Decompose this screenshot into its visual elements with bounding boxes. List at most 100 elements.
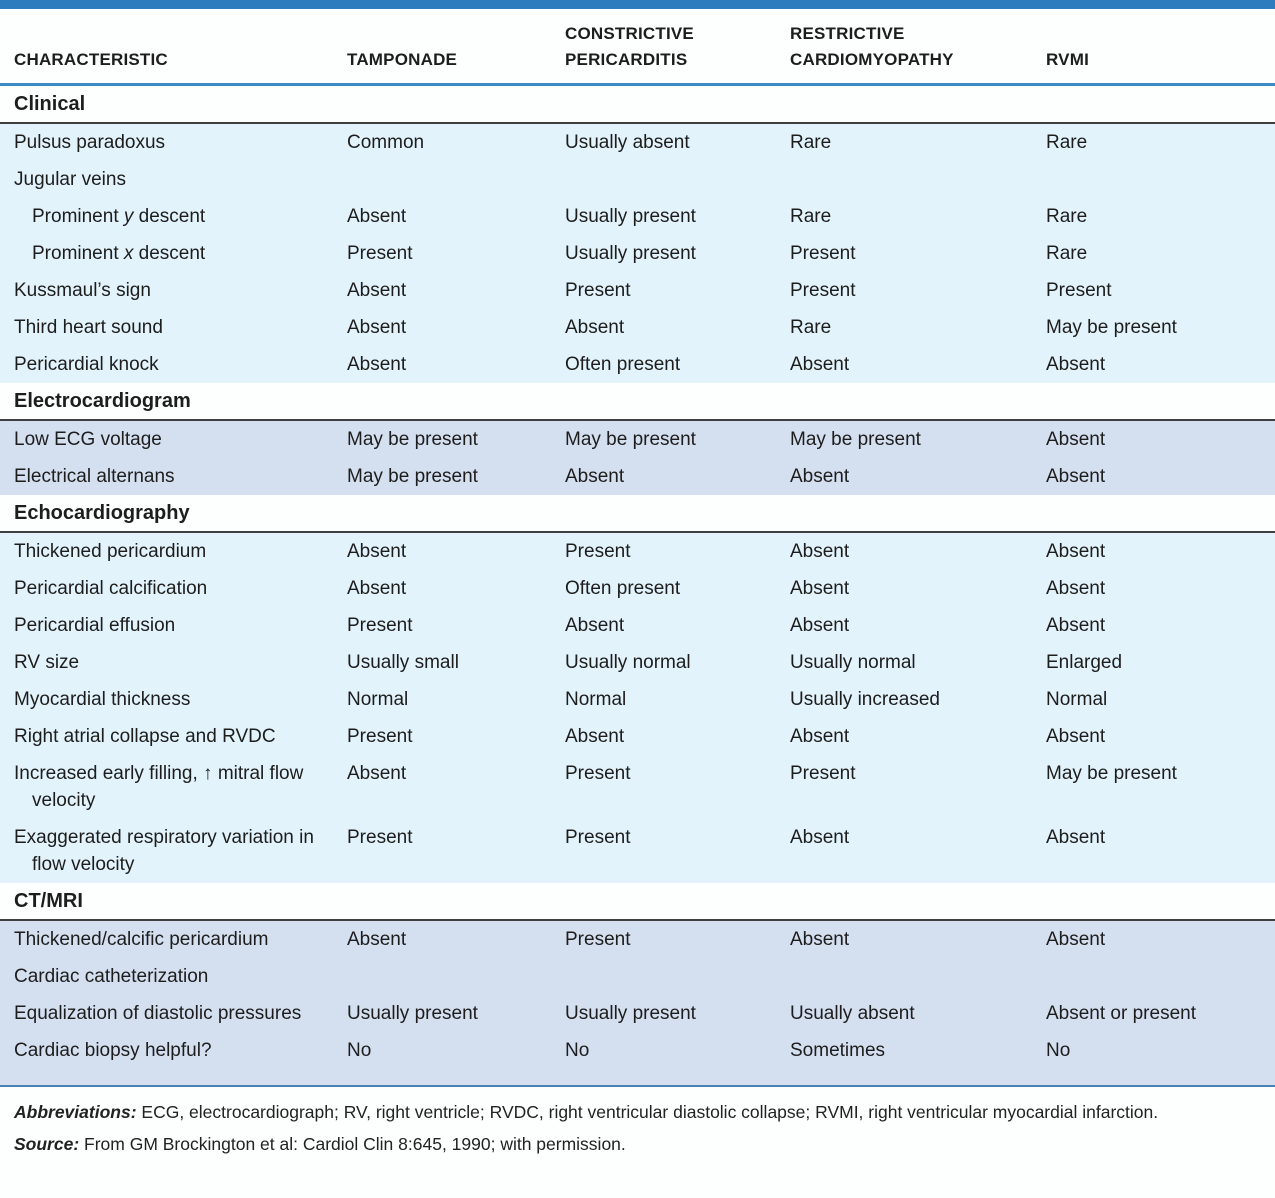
- section-rows: Low ECG voltage May be present May be pr…: [0, 421, 1275, 495]
- cell-constrictive-pericarditis: Often present: [565, 354, 681, 375]
- cell-restrictive-cardiomyopathy: Absent: [790, 354, 850, 375]
- table-row: Low ECG voltage May be present May be pr…: [0, 421, 1275, 458]
- row-label: Pericardial effusion: [14, 615, 176, 636]
- row-label: Third heart sound: [14, 317, 163, 338]
- cell-rvmi: Rare: [1046, 243, 1088, 264]
- cell-restrictive-cardiomyopathy: Absent: [790, 615, 850, 636]
- abbreviations-label: Abbreviations:: [14, 1102, 137, 1122]
- cell-constrictive-pericarditis: Present: [565, 541, 631, 562]
- table-row: Electrical alternans May be present Abse…: [0, 458, 1275, 495]
- section-title-band: Clinical: [0, 86, 1275, 124]
- cell-rvmi: May be present: [1046, 763, 1177, 784]
- table-section: CT/MRI Thickened/calcific pericardium Ab…: [0, 883, 1275, 1087]
- table-section: Electrocardiogram Low ECG voltage May be…: [0, 383, 1275, 495]
- cell-restrictive-cardiomyopathy: Absent: [790, 541, 850, 562]
- cell-tamponade: Absent: [347, 578, 407, 599]
- cell-constrictive-pericarditis: No: [565, 1040, 590, 1061]
- cell-rvmi: No: [1046, 1040, 1071, 1061]
- row-label: RV size: [14, 652, 80, 673]
- cell-tamponade: Usually present: [347, 1003, 478, 1024]
- cell-tamponade: Present: [347, 615, 413, 636]
- cell-restrictive-cardiomyopathy: Usually increased: [790, 689, 940, 710]
- source-note: Source: From GM Brockington et al: Cardi…: [14, 1131, 1261, 1158]
- cell-rvmi: Absent: [1046, 354, 1106, 375]
- cell-restrictive-cardiomyopathy: Present: [790, 280, 856, 301]
- cell-tamponade: Present: [347, 726, 413, 747]
- table-row: RV size Usually small Usually normal Usu…: [0, 644, 1275, 681]
- cell-constrictive-pericarditis: May be present: [565, 429, 696, 450]
- section-title-band: CT/MRI: [0, 883, 1275, 921]
- cell-rvmi: Normal: [1046, 689, 1108, 710]
- cell-constrictive-pericarditis: Normal: [565, 689, 627, 710]
- table-row: Pulsus paradoxus Common Usually absent R…: [0, 124, 1275, 161]
- cell-tamponade: Absent: [347, 206, 407, 227]
- cell-restrictive-cardiomyopathy: Absent: [790, 929, 850, 950]
- cell-rvmi: Enlarged: [1046, 652, 1123, 673]
- cell-restrictive-cardiomyopathy: Absent: [790, 726, 850, 747]
- cell-restrictive-cardiomyopathy: May be present: [790, 429, 921, 450]
- cell-rvmi: Rare: [1046, 206, 1088, 227]
- section-rows: Thickened pericardium Absent Present Abs…: [0, 533, 1275, 883]
- table-footnotes: Abbreviations: ECG, electrocardiograph; …: [0, 1087, 1275, 1168]
- cell-rvmi: Absent: [1046, 615, 1106, 636]
- cell-restrictive-cardiomyopathy: Absent: [790, 466, 850, 487]
- cell-rvmi: [1046, 958, 1275, 995]
- row-label: Prominent x descent: [32, 243, 206, 264]
- cell-tamponade: [347, 161, 565, 198]
- cell-restrictive-cardiomyopathy: Rare: [790, 206, 832, 227]
- column-header-constrictive-pericarditis: CONSTRICTIVE PERICARDITIS: [565, 24, 694, 69]
- cell-rvmi: May be present: [1046, 317, 1177, 338]
- table-row: Thickened pericardium Absent Present Abs…: [0, 533, 1275, 570]
- cell-tamponade: May be present: [347, 429, 478, 450]
- row-label: Increased early filling, ↑ mitral flow v…: [14, 763, 304, 811]
- source-label: Source:: [14, 1134, 80, 1154]
- row-label: Thickened pericardium: [14, 541, 207, 562]
- section-title: CT/MRI: [14, 890, 83, 912]
- cell-constrictive-pericarditis: Usually absent: [565, 132, 690, 153]
- row-label: Exaggerated respiratory variation in flo…: [14, 827, 314, 875]
- cell-constrictive-pericarditis: Present: [565, 827, 631, 848]
- cell-constrictive-pericarditis: Usually present: [565, 243, 696, 264]
- table-section: Clinical Pulsus paradoxus Common Usually…: [0, 86, 1275, 383]
- cell-restrictive-cardiomyopathy: [790, 958, 1046, 995]
- cell-tamponade: Normal: [347, 689, 409, 710]
- cell-restrictive-cardiomyopathy: Rare: [790, 317, 832, 338]
- cell-restrictive-cardiomyopathy: Usually absent: [790, 1003, 915, 1024]
- cell-constrictive-pericarditis: Usually present: [565, 206, 696, 227]
- table-row: Prominent y descent Absent Usually prese…: [0, 198, 1275, 235]
- row-label: Thickened/calcific pericardium: [14, 929, 269, 950]
- table-section: Echocardiography Thickened pericardium A…: [0, 495, 1275, 883]
- cell-tamponade: Absent: [347, 317, 407, 338]
- table-row: Pericardial calcification Absent Often p…: [0, 570, 1275, 607]
- cell-constrictive-pericarditis: Usually present: [565, 1003, 696, 1024]
- cell-tamponade: Usually small: [347, 652, 459, 673]
- table-row: Pericardial knock Absent Often present A…: [0, 346, 1275, 383]
- table-top-rule: [0, 0, 1275, 9]
- row-label: Cardiac catheterization: [14, 966, 209, 987]
- column-header-tamponade: TAMPONADE: [347, 50, 458, 69]
- table-row: Myocardial thickness Normal Normal Usual…: [0, 681, 1275, 718]
- cell-restrictive-cardiomyopathy: [790, 161, 1046, 198]
- table-row: Kussmaul’s sign Absent Present Present P…: [0, 272, 1275, 309]
- cell-tamponade: [347, 958, 565, 995]
- cell-restrictive-cardiomyopathy: Sometimes: [790, 1040, 886, 1061]
- cell-tamponade: Common: [347, 132, 425, 153]
- cell-rvmi: Present: [1046, 280, 1112, 301]
- table-row: Equalization of diastolic pressures Usua…: [0, 995, 1275, 1032]
- row-label: Myocardial thickness: [14, 689, 191, 710]
- row-label: Electrical alternans: [14, 466, 175, 487]
- cell-tamponade: Absent: [347, 280, 407, 301]
- table-row: Pericardial effusion Present Absent Abse…: [0, 607, 1275, 644]
- section-title: Electrocardiogram: [14, 390, 191, 412]
- row-label: Pulsus paradoxus: [14, 132, 166, 153]
- source-text: From GM Brockington et al: Cardiol Clin …: [79, 1134, 626, 1154]
- cell-rvmi: Absent: [1046, 466, 1106, 487]
- table-body: Clinical Pulsus paradoxus Common Usually…: [0, 86, 1275, 1087]
- column-header-characteristic: CHARACTERISTIC: [14, 50, 168, 69]
- table-row: Exaggerated respiratory variation in flo…: [0, 819, 1275, 883]
- cell-tamponade: Absent: [347, 929, 407, 950]
- table-row: Jugular veins: [0, 161, 1275, 198]
- row-label: Jugular veins: [14, 169, 126, 190]
- cell-constrictive-pericarditis: [565, 958, 790, 995]
